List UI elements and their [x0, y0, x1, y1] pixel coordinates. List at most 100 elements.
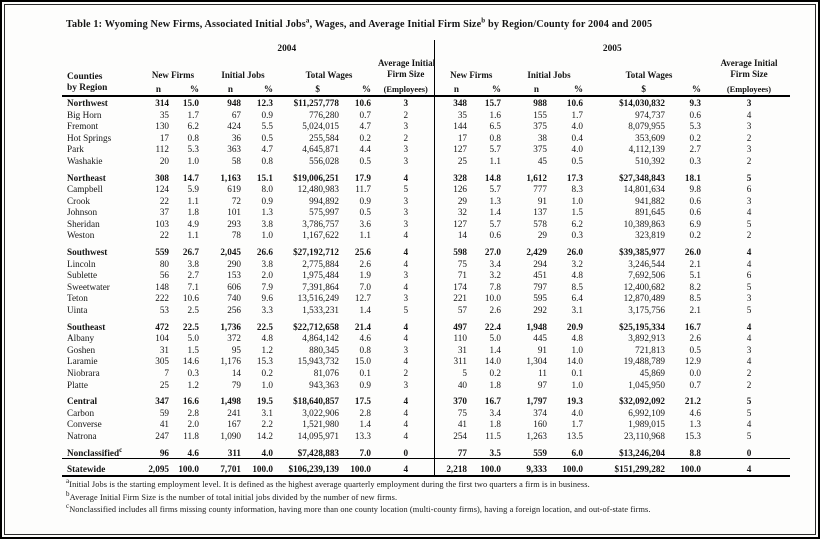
- cell: 11.8: [183, 430, 199, 441]
- cell: 1,975,484: [302, 270, 339, 281]
- cell: 14.6: [182, 356, 199, 367]
- cell: 1,533,231: [302, 305, 339, 316]
- cell: 26.7: [182, 247, 199, 258]
- cell: 7,701: [206, 458, 248, 477]
- cell: 293: [227, 218, 241, 229]
- cell: 4: [746, 207, 752, 218]
- col-n-jobs-2004: n: [206, 80, 248, 97]
- region-row: Southeast 472 22.5 1,736 22.5 $22,712,658 21.4…: [62, 320, 790, 333]
- cell: 5: [746, 218, 752, 229]
- cell: 0.6: [689, 207, 701, 218]
- cell: 556,028: [309, 155, 339, 166]
- county-row: Albany 104 5.0 372 4.8 4,864,142 4.6 4 110 5.0 445…: [62, 332, 790, 344]
- row-label: Sweetwater: [67, 281, 110, 292]
- cell: 0.2: [689, 132, 701, 143]
- cell: $25,195,334: [619, 321, 665, 332]
- cell: 10.6: [566, 97, 583, 108]
- cell: 8.0: [261, 184, 273, 195]
- cell: 3: [746, 144, 752, 155]
- cell: 4: [746, 258, 752, 269]
- cell: 19.3: [566, 396, 583, 407]
- cell: 79: [231, 379, 241, 390]
- section-gap: [62, 166, 790, 172]
- cell: 374: [533, 407, 547, 418]
- cell: 445: [533, 333, 547, 344]
- row-label: Niobrara: [67, 368, 100, 378]
- cell: 323,819: [635, 230, 665, 241]
- cell: 53: [159, 305, 169, 316]
- cell: 222: [155, 293, 169, 304]
- cell: 12,480,983: [297, 184, 339, 195]
- cell: 619: [227, 184, 241, 195]
- cell: 78: [231, 230, 241, 241]
- cell: 100.0: [176, 458, 206, 477]
- title-text: by Region/County for 2004 and 2005: [485, 19, 653, 30]
- cell: $14,030,832: [619, 97, 665, 108]
- cell: 241: [227, 407, 241, 418]
- cell: 5.7: [489, 218, 501, 229]
- cell: 1.0: [187, 155, 199, 166]
- row-label: Washakie: [67, 155, 103, 166]
- col-n-jobs-2005: n: [508, 80, 554, 97]
- cell: 0.5: [261, 132, 273, 143]
- cell: 26.0: [684, 247, 701, 258]
- firms-table: Counties by Region 2004 2005 New Firms I…: [62, 40, 790, 477]
- cell: 38: [537, 132, 547, 143]
- cell: 3: [378, 143, 435, 155]
- col-employees-2005: (Employees): [708, 80, 790, 97]
- cell: 353,609: [635, 132, 665, 143]
- col-pct-firms-2004: %: [176, 80, 206, 97]
- cell: 5,024,015: [302, 121, 339, 132]
- cell: 3: [378, 206, 435, 218]
- cell: 256: [227, 305, 241, 316]
- cell: 3.6: [359, 218, 371, 229]
- cell: 1.1: [489, 155, 501, 166]
- row-label: Nonclassifiedc: [62, 446, 140, 460]
- cell: 10.6: [354, 97, 371, 108]
- cell: 1,989,015: [628, 419, 665, 430]
- col-group-initial-jobs-2004: Initial Jobs: [221, 69, 265, 80]
- cell: 35: [159, 109, 169, 120]
- cell: 0: [708, 446, 790, 460]
- cell: 91: [537, 195, 547, 206]
- county-row: Carbon 59 2.8 241 3.1 3,022,906 2.8 4 75 3.4 374 4.…: [62, 406, 790, 419]
- cell: 0.6: [689, 109, 701, 120]
- cell: 2.0: [261, 270, 273, 281]
- cell: 8,079,955: [628, 121, 665, 132]
- cell: 5: [378, 183, 435, 195]
- cell: 3.8: [187, 258, 199, 269]
- cell: $39,385,977: [619, 247, 665, 258]
- cell: 3: [378, 269, 435, 281]
- row-label: Southeast: [67, 321, 106, 332]
- cell: 10.0: [484, 293, 501, 304]
- cell: 4: [378, 332, 435, 344]
- row-label: Fremont: [67, 121, 99, 132]
- cell: 6: [746, 270, 752, 281]
- cell: 2.8: [187, 407, 199, 418]
- cell: 12.7: [354, 293, 371, 304]
- footnotes: aInitial Jobs is the starting employment…: [66, 478, 778, 518]
- cell: 2: [378, 108, 435, 121]
- row-label: Carbon: [67, 407, 95, 418]
- cell: 72: [231, 195, 241, 206]
- cell: 7.0: [359, 281, 371, 292]
- cell: 4: [378, 458, 435, 477]
- cell: 1,045,950: [628, 379, 665, 390]
- cell: 15.3: [684, 430, 701, 441]
- county-row: Uinta 53 2.5 256 3.3 1,533,231 1.4 5 57 2.6 292 3.1…: [62, 304, 790, 316]
- row-label: Park: [67, 144, 84, 155]
- cell: 2.8: [359, 407, 371, 418]
- cell: 17: [457, 132, 467, 143]
- cell: 10.6: [182, 293, 199, 304]
- cell: 1,304: [526, 356, 547, 367]
- cell: 5: [378, 304, 435, 316]
- cell: 12,400,682: [623, 281, 665, 292]
- cell: 0.5: [689, 344, 701, 355]
- cell: 308: [155, 172, 169, 183]
- col-pct-jobs-2004: %: [248, 80, 280, 97]
- cell: 9.6: [261, 293, 273, 304]
- cell: 1,263: [526, 430, 547, 441]
- county-row: Teton 222 10.6 740 9.6 13,516,249 12.7 3 221 10.0…: [62, 292, 790, 305]
- row-label: Lincoln: [67, 258, 96, 269]
- cell: 6,992,109: [628, 407, 665, 418]
